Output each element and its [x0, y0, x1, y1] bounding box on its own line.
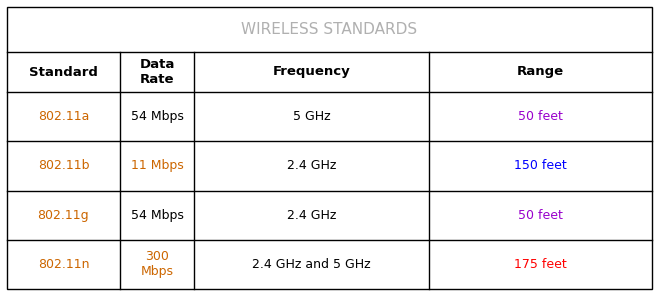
Text: 11 Mbps: 11 Mbps — [130, 159, 183, 172]
Text: Frequency: Frequency — [273, 65, 351, 78]
Text: 54 Mbps: 54 Mbps — [130, 110, 183, 123]
Text: 175 feet: 175 feet — [515, 258, 567, 271]
Text: Range: Range — [517, 65, 564, 78]
Text: 802.11b: 802.11b — [38, 159, 89, 172]
Text: 300
Mbps: 300 Mbps — [140, 250, 173, 278]
Text: 2.4 GHz and 5 GHz: 2.4 GHz and 5 GHz — [252, 258, 371, 271]
Text: 50 feet: 50 feet — [518, 110, 563, 123]
Text: 54 Mbps: 54 Mbps — [130, 209, 183, 222]
Text: 50 feet: 50 feet — [518, 209, 563, 222]
Text: WIRELESS STANDARDS: WIRELESS STANDARDS — [241, 22, 418, 37]
Text: Data
Rate: Data Rate — [139, 58, 175, 86]
Text: 150 feet: 150 feet — [515, 159, 567, 172]
Text: 5 GHz: 5 GHz — [293, 110, 331, 123]
Text: 2.4 GHz: 2.4 GHz — [287, 209, 337, 222]
Text: Standard: Standard — [29, 65, 98, 78]
Text: 802.11n: 802.11n — [38, 258, 89, 271]
Text: 2.4 GHz: 2.4 GHz — [287, 159, 337, 172]
Text: 802.11a: 802.11a — [38, 110, 89, 123]
Text: 802.11g: 802.11g — [38, 209, 89, 222]
